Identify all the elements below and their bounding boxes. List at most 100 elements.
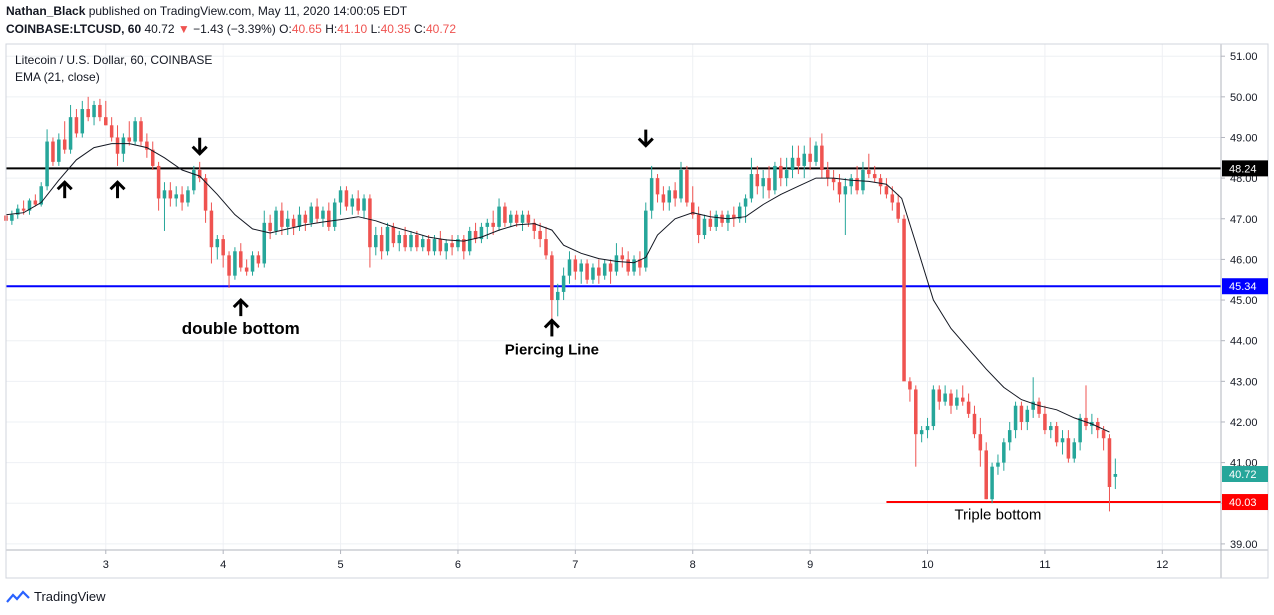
candle-body	[162, 190, 167, 199]
change-arrow-icon: ▼	[177, 22, 190, 36]
publish-info: published on TradingView.com, May 11, 20…	[85, 4, 408, 18]
candle-body	[485, 222, 490, 227]
author-name[interactable]: Nathan_Black	[6, 4, 86, 18]
candle-body	[585, 263, 589, 280]
candle-body	[914, 389, 918, 435]
candle-body	[966, 401, 971, 414]
candle-body	[996, 462, 1000, 467]
indicator-legend: EMA (21, close)	[15, 70, 100, 84]
candle-body	[779, 165, 783, 179]
candle-body	[579, 263, 583, 272]
candle-body	[855, 178, 859, 191]
candle-body	[403, 235, 407, 248]
candle-body	[614, 255, 619, 272]
candle-body	[761, 178, 765, 187]
candle-body	[391, 226, 396, 244]
candle-body	[908, 381, 912, 390]
candle-body	[291, 218, 296, 227]
candle-body	[192, 169, 196, 191]
candle-body	[919, 430, 924, 435]
publish-line: Nathan_Black published on TradingView.co…	[6, 4, 407, 18]
candle-body	[1002, 442, 1006, 463]
candle-body	[215, 239, 220, 248]
candle-body	[649, 178, 654, 211]
chart-axes[interactable]: 39.0040.0041.0042.0043.0044.0045.0046.00…	[5, 43, 1269, 579]
candle-body	[244, 267, 249, 272]
candle-body	[972, 413, 977, 435]
candle-body	[1007, 430, 1012, 443]
candle-body	[415, 235, 419, 248]
candle-body	[1078, 417, 1082, 443]
candle-body	[174, 194, 178, 199]
candle-body	[127, 137, 132, 142]
candle-body	[1060, 438, 1065, 443]
candle-body	[268, 222, 272, 231]
close-value: 40.72	[425, 22, 456, 36]
candle-body	[538, 230, 542, 240]
candle-body	[861, 169, 865, 191]
y-tick-label: 46.00	[1230, 254, 1258, 266]
y-tick-label: 39.00	[1230, 539, 1258, 551]
candle-body	[27, 200, 32, 211]
candle-body	[462, 239, 466, 252]
candle-body	[544, 239, 548, 256]
candle-body	[532, 222, 537, 231]
candle-body	[256, 255, 261, 264]
candle-body	[679, 169, 683, 199]
candle-body	[409, 235, 413, 248]
candle-body	[274, 210, 278, 231]
x-tick-label: 4	[220, 559, 226, 571]
level-price-tag-triple-bottom-bg	[1222, 494, 1268, 511]
candle-body	[438, 239, 443, 252]
y-tick-label: 49.00	[1230, 132, 1258, 144]
candle-body	[10, 214, 14, 221]
last-price-text: 40.72	[144, 22, 175, 36]
tradingview-brand[interactable]: TradingView	[6, 589, 106, 604]
candle-body	[309, 206, 313, 223]
candle-body	[338, 190, 343, 203]
candle-body	[573, 259, 578, 272]
x-tick-label: 9	[807, 559, 813, 571]
high-label: H:	[325, 22, 338, 36]
x-tick-label: 10	[921, 559, 933, 571]
candle-body	[233, 251, 237, 276]
open-value: 40.65	[291, 22, 322, 36]
y-tick-label: 44.00	[1230, 336, 1258, 348]
candle-body	[714, 214, 718, 227]
arrow-up-icon	[543, 318, 560, 337]
candle-body	[62, 139, 67, 150]
candle-body	[978, 434, 983, 451]
chart-annotations: double bottom Piercing Line Triple bottom	[56, 129, 1041, 524]
x-tick-label: 5	[338, 559, 344, 571]
candle-body	[831, 178, 836, 183]
candle-body	[808, 153, 812, 162]
candle-body	[350, 198, 355, 207]
high-value: 41.10	[337, 22, 368, 36]
candle-body	[514, 214, 519, 223]
candle-body	[837, 182, 842, 195]
candle-body	[884, 186, 889, 195]
candle-body	[696, 214, 701, 236]
candle-body	[221, 239, 225, 256]
candle-body	[1095, 421, 1100, 431]
arrow-up-icon	[109, 180, 126, 199]
level-price-tag-support: 45.34	[1229, 281, 1257, 293]
candle-body	[374, 235, 378, 248]
candle-body	[661, 194, 666, 203]
candle-body	[385, 226, 390, 252]
level-price-tag-triple-bottom: 40.03	[1229, 497, 1257, 509]
candle-body	[732, 214, 736, 219]
candle-body	[203, 178, 208, 211]
candle-body	[1107, 438, 1112, 488]
candle-body	[150, 149, 155, 166]
candle-body	[943, 393, 947, 402]
candle-body	[878, 178, 883, 187]
candle-body	[520, 214, 525, 223]
y-tick-label: 51.00	[1230, 51, 1258, 63]
candle-body	[168, 190, 173, 199]
chart-grid	[6, 44, 1221, 550]
candle-body	[784, 169, 789, 179]
candle-body	[285, 218, 290, 227]
candle-body	[262, 222, 267, 264]
